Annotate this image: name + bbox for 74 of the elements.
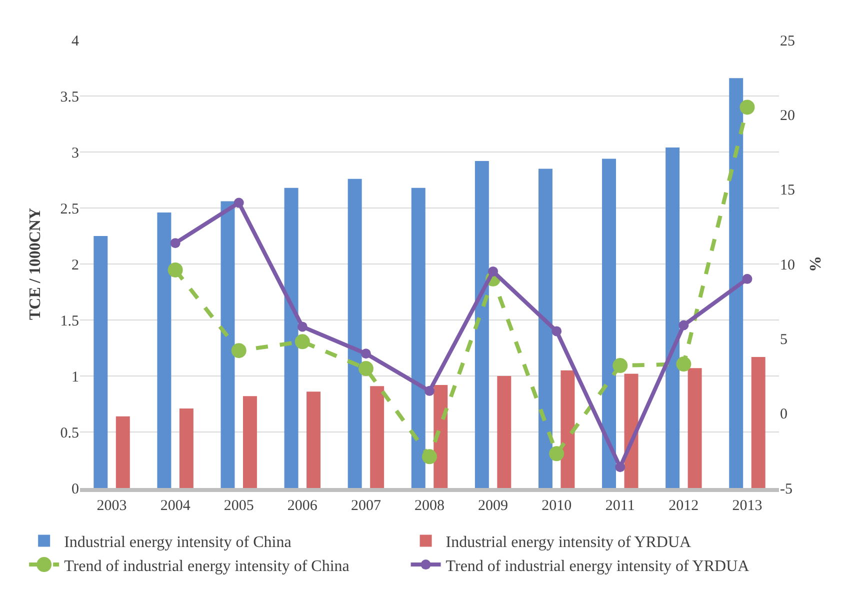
x-tick-label: 2013 [732, 498, 762, 514]
bar [434, 384, 448, 488]
bar [560, 370, 575, 488]
y2-tick-label: -5 [780, 481, 792, 498]
point [424, 386, 434, 396]
bar [666, 148, 680, 488]
x-tick-label: 2007 [350, 498, 382, 514]
y-tick-label: 0 [72, 481, 79, 498]
x-tick-label: 2005 [224, 498, 254, 514]
bar [284, 188, 298, 488]
bar [538, 168, 552, 488]
y2-tick-label: 25 [780, 33, 795, 50]
x-tick-label: 2003 [96, 498, 127, 514]
point [742, 274, 752, 284]
bar [624, 374, 638, 488]
point [297, 322, 308, 332]
bar [751, 356, 766, 488]
bar [688, 368, 702, 488]
y-tick-label: 2 [72, 257, 79, 274]
point [234, 198, 244, 208]
x-tick-label: 2011 [605, 498, 635, 514]
legend-label: Trend of industrial energy intensity of China [64, 558, 350, 575]
point [488, 266, 498, 276]
y2-tick-label: 10 [780, 257, 795, 274]
y2-tick-label: 5 [780, 332, 788, 348]
x-tick-label: 2004 [160, 498, 191, 514]
legend-label: Industrial energy intensity of YRDUA [446, 534, 692, 551]
y-tick-label: 3.5 [60, 89, 79, 106]
point [549, 446, 564, 462]
x-tick-label: 2006 [287, 498, 318, 514]
bar [497, 376, 512, 488]
bar [729, 78, 744, 488]
point [358, 361, 374, 376]
y-tick-label: 2.5 [60, 201, 79, 218]
x-tick-label: 2012 [668, 498, 699, 514]
legend-label: Industrial energy intensity of China [64, 534, 292, 551]
point [168, 262, 183, 278]
point [678, 320, 689, 330]
x-tick-label: 2009 [478, 498, 508, 514]
point [740, 100, 755, 115]
y2-axis-title: % [808, 256, 825, 272]
y2-tick-label: 15 [780, 182, 795, 199]
bar [94, 236, 108, 488]
x-tick-label: 2010 [542, 498, 572, 514]
y-tick-label: 1.5 [60, 313, 79, 330]
y2-tick-label: 0 [780, 406, 788, 423]
point [422, 449, 437, 464]
x-tick-label: 2008 [414, 498, 444, 514]
point [615, 462, 626, 472]
bar [220, 201, 235, 488]
y-axis-title: TCE / 1000CNY [27, 208, 44, 320]
y-tick-label: 3 [72, 145, 79, 162]
bar [116, 416, 130, 488]
y-tick-label: 4 [72, 33, 80, 50]
point [231, 343, 246, 358]
point [612, 358, 628, 374]
bar [474, 160, 489, 488]
point [552, 326, 562, 336]
legend-label: Trend of industrial energy intensity of YRDUA [446, 558, 750, 575]
bar [306, 392, 321, 488]
bar [370, 386, 384, 488]
point [294, 334, 310, 350]
y2-tick-label: 20 [780, 108, 795, 124]
y-tick-label: 0.5 [60, 425, 79, 442]
bar [179, 408, 194, 488]
point [170, 238, 180, 248]
bar [602, 158, 616, 488]
bar [348, 178, 362, 488]
bar [242, 396, 257, 488]
y-tick-label: 1 [72, 369, 79, 386]
point [360, 348, 371, 359]
bar [411, 188, 426, 488]
point [676, 356, 692, 372]
bar [157, 212, 172, 488]
